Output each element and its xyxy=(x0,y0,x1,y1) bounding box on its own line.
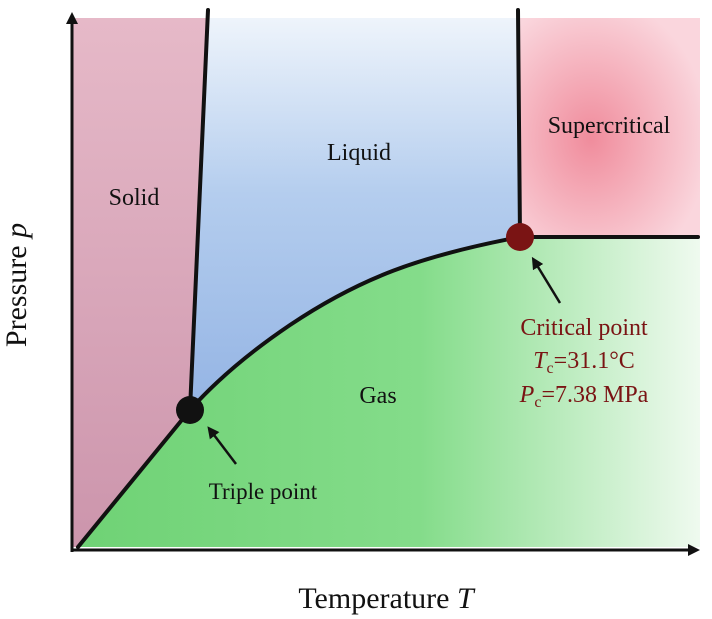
critical-temperature-symbol: T xyxy=(533,348,548,374)
critical-pressure: Pc=7.38 MPa xyxy=(519,382,649,411)
gas-region xyxy=(78,237,700,547)
y-axis-label: Pressure p xyxy=(0,223,33,347)
critical-pressure-symbol: P xyxy=(519,382,535,408)
gas-label: Gas xyxy=(359,383,396,409)
triple-point-label: Triple point xyxy=(209,479,318,504)
liquid-region xyxy=(190,18,520,410)
supercritical-label: Supercritical xyxy=(548,113,671,139)
supercritical-region xyxy=(518,18,700,237)
x-axis-label-text: Temperature xyxy=(298,582,457,615)
critical-temperature-value: =31.1°C xyxy=(554,348,635,374)
solid-label: Solid xyxy=(109,185,160,211)
sublimation-curve xyxy=(76,408,192,549)
melting-curve xyxy=(188,8,210,412)
axes xyxy=(66,12,700,556)
critical-pressure-subscript: c xyxy=(534,394,541,411)
x-axis-label: Temperature T xyxy=(298,582,476,615)
critical-temperature-subscript: c xyxy=(547,360,554,377)
triple-point-arrow xyxy=(207,426,237,465)
x-axis-label-symbol: T xyxy=(457,582,476,615)
y-axis-label-text: Pressure xyxy=(0,238,33,347)
critical-pressure-value: =7.38 MPa xyxy=(541,382,648,408)
solid-region xyxy=(72,18,208,547)
y-axis-label-symbol: p xyxy=(0,223,33,240)
critical-temperature: Tc=31.1°C xyxy=(533,348,635,377)
critical-point-arrow xyxy=(531,256,562,304)
liquid-label: Liquid xyxy=(327,140,391,166)
phase-boundaries xyxy=(76,8,700,549)
critical-isotherm xyxy=(516,8,522,239)
critical-point-label: Critical point xyxy=(520,315,648,341)
vaporization-curve xyxy=(188,235,522,412)
triple-point-marker xyxy=(176,396,204,424)
critical-point-marker xyxy=(506,223,534,251)
